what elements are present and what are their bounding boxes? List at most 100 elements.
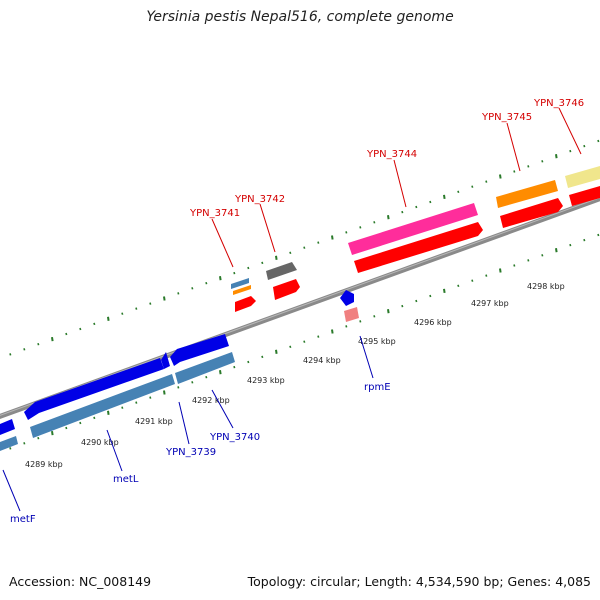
gene-ypn3742-red[interactable] xyxy=(273,279,300,300)
scale-tick-minor xyxy=(485,274,488,277)
scale-tick-minor xyxy=(597,139,600,143)
scale-tick-minor xyxy=(597,233,600,237)
gene-ypn3741-red[interactable] xyxy=(235,296,256,312)
scale-tick-minor xyxy=(191,381,194,384)
scale-tick-minor xyxy=(583,238,586,242)
gene-ypn3741-orange[interactable] xyxy=(233,285,251,295)
scale-tick-minor xyxy=(569,149,572,153)
scale-tick-minor xyxy=(65,426,68,430)
scale-tick-minor xyxy=(121,406,124,409)
scale-tick-minor xyxy=(23,442,26,445)
gene-rpme-blue[interactable] xyxy=(340,290,354,306)
forward-features xyxy=(231,166,600,312)
scale-tick-major xyxy=(555,154,558,159)
scale-tick-minor xyxy=(471,279,474,282)
scale-tick-major xyxy=(163,296,166,301)
scale-tick-minor xyxy=(345,231,348,234)
scale-tick-minor xyxy=(37,436,40,440)
label-ypn3742: YPN_3742 xyxy=(234,194,285,205)
scale-tick-minor xyxy=(541,160,544,163)
scale-tick-minor xyxy=(317,241,320,244)
scale-label: 4291 kbp xyxy=(135,417,173,426)
scale-tick-minor xyxy=(429,294,432,298)
scale-tick-minor xyxy=(289,345,292,349)
scale-tick-minor xyxy=(149,302,152,305)
label-metl: metL xyxy=(113,474,139,485)
accession-text: Accession: NC_008149 xyxy=(9,574,152,589)
scale-tick-minor xyxy=(247,360,250,364)
gene-metl-steel[interactable] xyxy=(30,374,175,438)
scale-tick-major xyxy=(163,390,166,395)
gene-ypn3745-orange[interactable] xyxy=(496,180,558,208)
scale-tick-minor xyxy=(457,190,460,194)
gene-metl-blue[interactable] xyxy=(24,358,164,420)
gene-ypn3746-khaki[interactable] xyxy=(565,166,600,188)
scale-tick-minor xyxy=(289,251,292,255)
scale-tick-minor xyxy=(317,335,320,338)
scale-tick-major xyxy=(443,288,446,294)
scale-tick-major xyxy=(331,329,334,334)
gene-small-blue[interactable] xyxy=(161,352,170,369)
label-ypn3740: YPN_3740 xyxy=(209,432,260,443)
label-metf: metF xyxy=(10,514,36,525)
scale-tick-minor xyxy=(79,327,82,331)
gene-ypn3744-pink[interactable] xyxy=(348,203,478,255)
gene-rpme-salmon[interactable] xyxy=(344,307,359,322)
scale-tick-minor xyxy=(303,246,306,249)
scale-tick-minor xyxy=(135,307,138,310)
scale-tick-minor xyxy=(569,243,572,247)
scale-tick-minor xyxy=(401,304,404,308)
scale-tick-minor xyxy=(149,396,152,399)
scale-tick-major xyxy=(275,349,278,354)
scale-label: 4295 kbp xyxy=(358,337,396,346)
scale-tick-major xyxy=(107,410,110,415)
scale-tick-minor xyxy=(261,261,264,265)
gene-ypn3742-gray[interactable] xyxy=(266,262,297,280)
scale-tick-minor xyxy=(471,185,474,188)
scale-tick-major xyxy=(107,316,110,321)
scale-tick-minor xyxy=(261,355,264,359)
scale-labels: 4289 kbp 4290 kbp 4291 kbp 4292 kbp 4293… xyxy=(25,282,565,469)
scale-tick-major xyxy=(499,174,502,179)
scale-tick-minor xyxy=(177,292,180,295)
scale-tick-minor xyxy=(541,254,544,257)
scale-tick-minor xyxy=(513,264,516,267)
gene-metf-blue[interactable] xyxy=(0,419,15,435)
gene-ypn3740-blue[interactable] xyxy=(170,334,229,366)
scale-tick-minor xyxy=(205,281,208,285)
gene-ypn3741-steel[interactable] xyxy=(231,278,249,289)
gene-metf-steel[interactable] xyxy=(0,436,18,451)
scale-label: 4289 kbp xyxy=(25,460,63,469)
scale-tick-minor xyxy=(191,287,194,290)
scale-tick-minor xyxy=(135,401,138,404)
scale-tick-minor xyxy=(373,221,376,224)
scale-tick-minor xyxy=(429,200,432,204)
scale-tick-minor xyxy=(9,447,12,450)
scale-tick-minor xyxy=(23,348,26,351)
scale-label: 4290 kbp xyxy=(81,438,119,447)
scale-tick-minor xyxy=(233,271,236,275)
upper-tick-row xyxy=(9,139,600,356)
gene-ypn3744-red[interactable] xyxy=(354,222,483,273)
label-ypn3746: YPN_3746 xyxy=(533,98,584,109)
scale-tick-minor xyxy=(177,386,180,389)
scale-label: 4294 kbp xyxy=(303,356,341,365)
scale-tick-minor xyxy=(9,353,12,356)
scale-tick-minor xyxy=(359,226,362,229)
label-ypn3739: YPN_3739 xyxy=(165,447,216,458)
scale-tick-major xyxy=(499,268,502,273)
scale-tick-minor xyxy=(247,266,250,270)
gene-ypn3739-steel[interactable] xyxy=(175,352,235,384)
scale-tick-major xyxy=(51,430,54,436)
label-leaders xyxy=(2,107,582,512)
reverse-features xyxy=(0,290,359,451)
gene-ypn3745-red[interactable] xyxy=(500,198,563,228)
label-rpme: rpmE xyxy=(364,382,391,393)
scale-tick-minor xyxy=(527,165,530,168)
scale-label: 4296 kbp xyxy=(414,318,452,327)
scale-tick-minor xyxy=(93,322,96,326)
scale-tick-minor xyxy=(415,299,418,303)
gene-ypn3746-red[interactable] xyxy=(569,186,600,206)
scale-tick-minor xyxy=(527,259,530,262)
scale-tick-major xyxy=(443,194,446,200)
